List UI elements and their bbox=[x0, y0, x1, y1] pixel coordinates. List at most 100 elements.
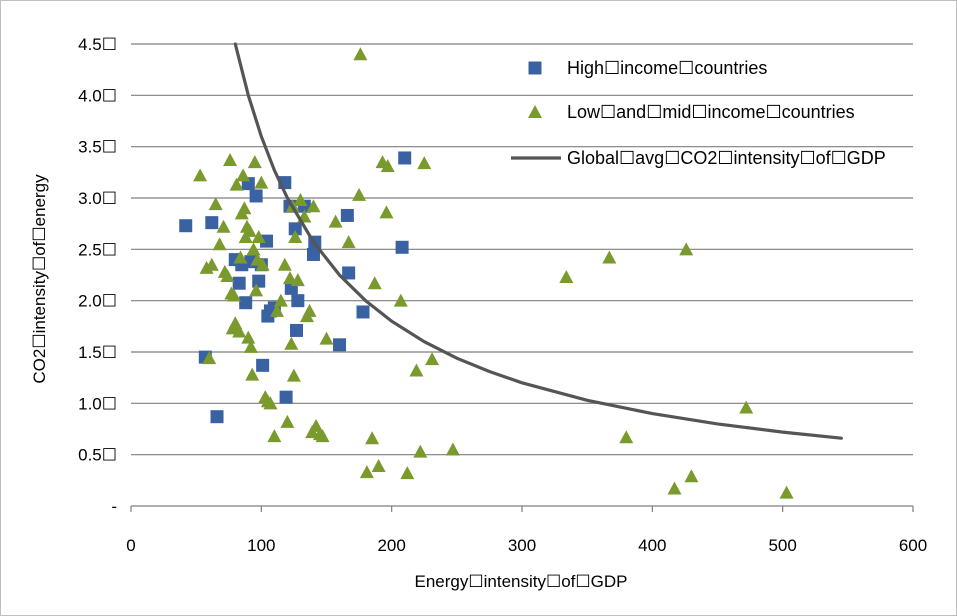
point-low-mid-income bbox=[263, 396, 278, 410]
x-axis-label: Energy☐intensity☐of☐GDP bbox=[415, 572, 628, 591]
x-tick-label: 200 bbox=[377, 536, 405, 555]
series-layer bbox=[179, 42, 843, 499]
point-low-mid-income bbox=[212, 237, 227, 251]
point-low-mid-income bbox=[255, 257, 270, 271]
point-low-mid-income bbox=[290, 273, 305, 287]
x-tick-label: 400 bbox=[638, 536, 666, 555]
point-high-income bbox=[252, 274, 266, 288]
point-high-income bbox=[290, 323, 304, 337]
y-tick-label: 1.0☐ bbox=[78, 394, 117, 413]
point-high-income bbox=[232, 276, 246, 290]
point-low-mid-income bbox=[359, 465, 374, 479]
point-high-income bbox=[395, 240, 409, 254]
point-low-mid-income bbox=[739, 400, 754, 414]
y-tick-label: 4.0☐ bbox=[78, 86, 117, 105]
point-high-income bbox=[333, 338, 347, 352]
y-tick-label: 2.0☐ bbox=[78, 292, 117, 311]
legend-label: Low☐and☐mid☐income☐countries bbox=[567, 102, 855, 122]
point-high-income bbox=[210, 410, 224, 424]
point-low-mid-income bbox=[667, 481, 682, 495]
point-high-income bbox=[306, 247, 320, 261]
point-high-income bbox=[256, 358, 270, 372]
point-low-mid-income bbox=[284, 336, 299, 350]
point-low-mid-income bbox=[247, 155, 262, 169]
point-low-mid-income bbox=[779, 485, 794, 499]
point-low-mid-income bbox=[245, 367, 260, 381]
point-low-mid-income bbox=[367, 276, 382, 290]
point-low-mid-income bbox=[559, 270, 574, 284]
legend-label: Global☐avg☐CO2☐intensity☐of☐GDP bbox=[567, 148, 886, 168]
point-low-mid-income bbox=[409, 363, 424, 377]
point-low-mid-income bbox=[302, 303, 317, 317]
point-low-mid-income bbox=[328, 214, 343, 228]
point-low-mid-income bbox=[380, 159, 395, 173]
point-low-mid-income bbox=[602, 250, 617, 264]
point-low-mid-income bbox=[352, 187, 367, 201]
point-low-mid-income bbox=[246, 242, 261, 256]
point-low-mid-income bbox=[249, 283, 264, 297]
point-high-income bbox=[279, 390, 293, 404]
point-high-income bbox=[340, 208, 354, 222]
point-low-mid-income bbox=[306, 199, 321, 213]
axes: - 0.5☐ 1.0☐ 1.5☐ 2.0☐ 2.5☐ 3.0☐ 3.5☐ 4.0☐ 4.5☐ 0 10… bbox=[78, 35, 927, 555]
x-tick-label: 0 bbox=[126, 536, 135, 555]
y-tick-label: 3.5☐ bbox=[78, 138, 117, 157]
point-low-mid-income bbox=[293, 193, 308, 207]
point-low-mid-income bbox=[223, 153, 238, 167]
point-low-mid-income bbox=[220, 269, 235, 283]
point-low-mid-income bbox=[413, 444, 428, 458]
point-low-mid-income bbox=[216, 219, 231, 233]
y-tick-label: 1.5☐ bbox=[78, 343, 117, 362]
point-low-mid-income bbox=[353, 47, 368, 61]
point-high-income bbox=[291, 294, 305, 308]
legend-square-swatch bbox=[528, 61, 542, 75]
legend-label: High☐income☐countries bbox=[567, 58, 767, 78]
point-high-income bbox=[239, 296, 253, 310]
y-tick-label: - bbox=[111, 497, 117, 516]
legend: High☐income☐countries Low☐and☐mid☐income☐… bbox=[511, 58, 886, 168]
x-tick-label: 500 bbox=[768, 536, 796, 555]
point-low-mid-income bbox=[400, 466, 415, 480]
point-low-mid-income bbox=[193, 168, 208, 182]
point-low-mid-income bbox=[679, 242, 694, 256]
point-low-mid-income bbox=[341, 235, 356, 249]
point-low-mid-income bbox=[241, 330, 256, 344]
y-tick-label: 2.5☐ bbox=[78, 240, 117, 259]
legend-triangle-swatch bbox=[528, 105, 542, 118]
point-low-mid-income bbox=[208, 197, 223, 211]
point-low-mid-income bbox=[226, 288, 241, 302]
point-low-mid-income bbox=[315, 429, 330, 443]
x-tick-label: 300 bbox=[508, 536, 536, 555]
point-low-mid-income bbox=[286, 368, 301, 382]
point-low-mid-income bbox=[445, 442, 460, 456]
y-tick-label: 0.5☐ bbox=[78, 446, 117, 465]
point-low-mid-income bbox=[204, 257, 219, 271]
point-low-mid-income bbox=[242, 223, 257, 237]
point-low-mid-income bbox=[393, 293, 408, 307]
point-low-mid-income bbox=[269, 303, 284, 317]
point-high-income bbox=[205, 216, 219, 230]
point-low-mid-income bbox=[417, 156, 432, 170]
point-low-mid-income bbox=[202, 351, 217, 365]
series-line-global-avg bbox=[233, 42, 843, 440]
point-low-mid-income bbox=[277, 257, 292, 271]
point-high-income bbox=[356, 305, 370, 319]
point-low-mid-income bbox=[379, 205, 394, 219]
point-low-mid-income bbox=[267, 429, 282, 443]
point-low-mid-income bbox=[233, 250, 248, 264]
x-tick-label: 100 bbox=[247, 536, 275, 555]
point-low-mid-income bbox=[371, 458, 386, 472]
point-high-income bbox=[179, 219, 193, 233]
point-low-mid-income bbox=[365, 431, 380, 445]
point-low-mid-income bbox=[251, 230, 266, 244]
point-low-mid-income bbox=[684, 469, 699, 483]
point-low-mid-income bbox=[425, 352, 440, 366]
point-low-mid-income bbox=[283, 271, 298, 285]
x-tick-label: 600 bbox=[899, 536, 927, 555]
point-high-income bbox=[249, 189, 263, 203]
point-high-income bbox=[260, 234, 274, 248]
point-high-income bbox=[342, 266, 356, 280]
point-high-income bbox=[398, 151, 412, 165]
